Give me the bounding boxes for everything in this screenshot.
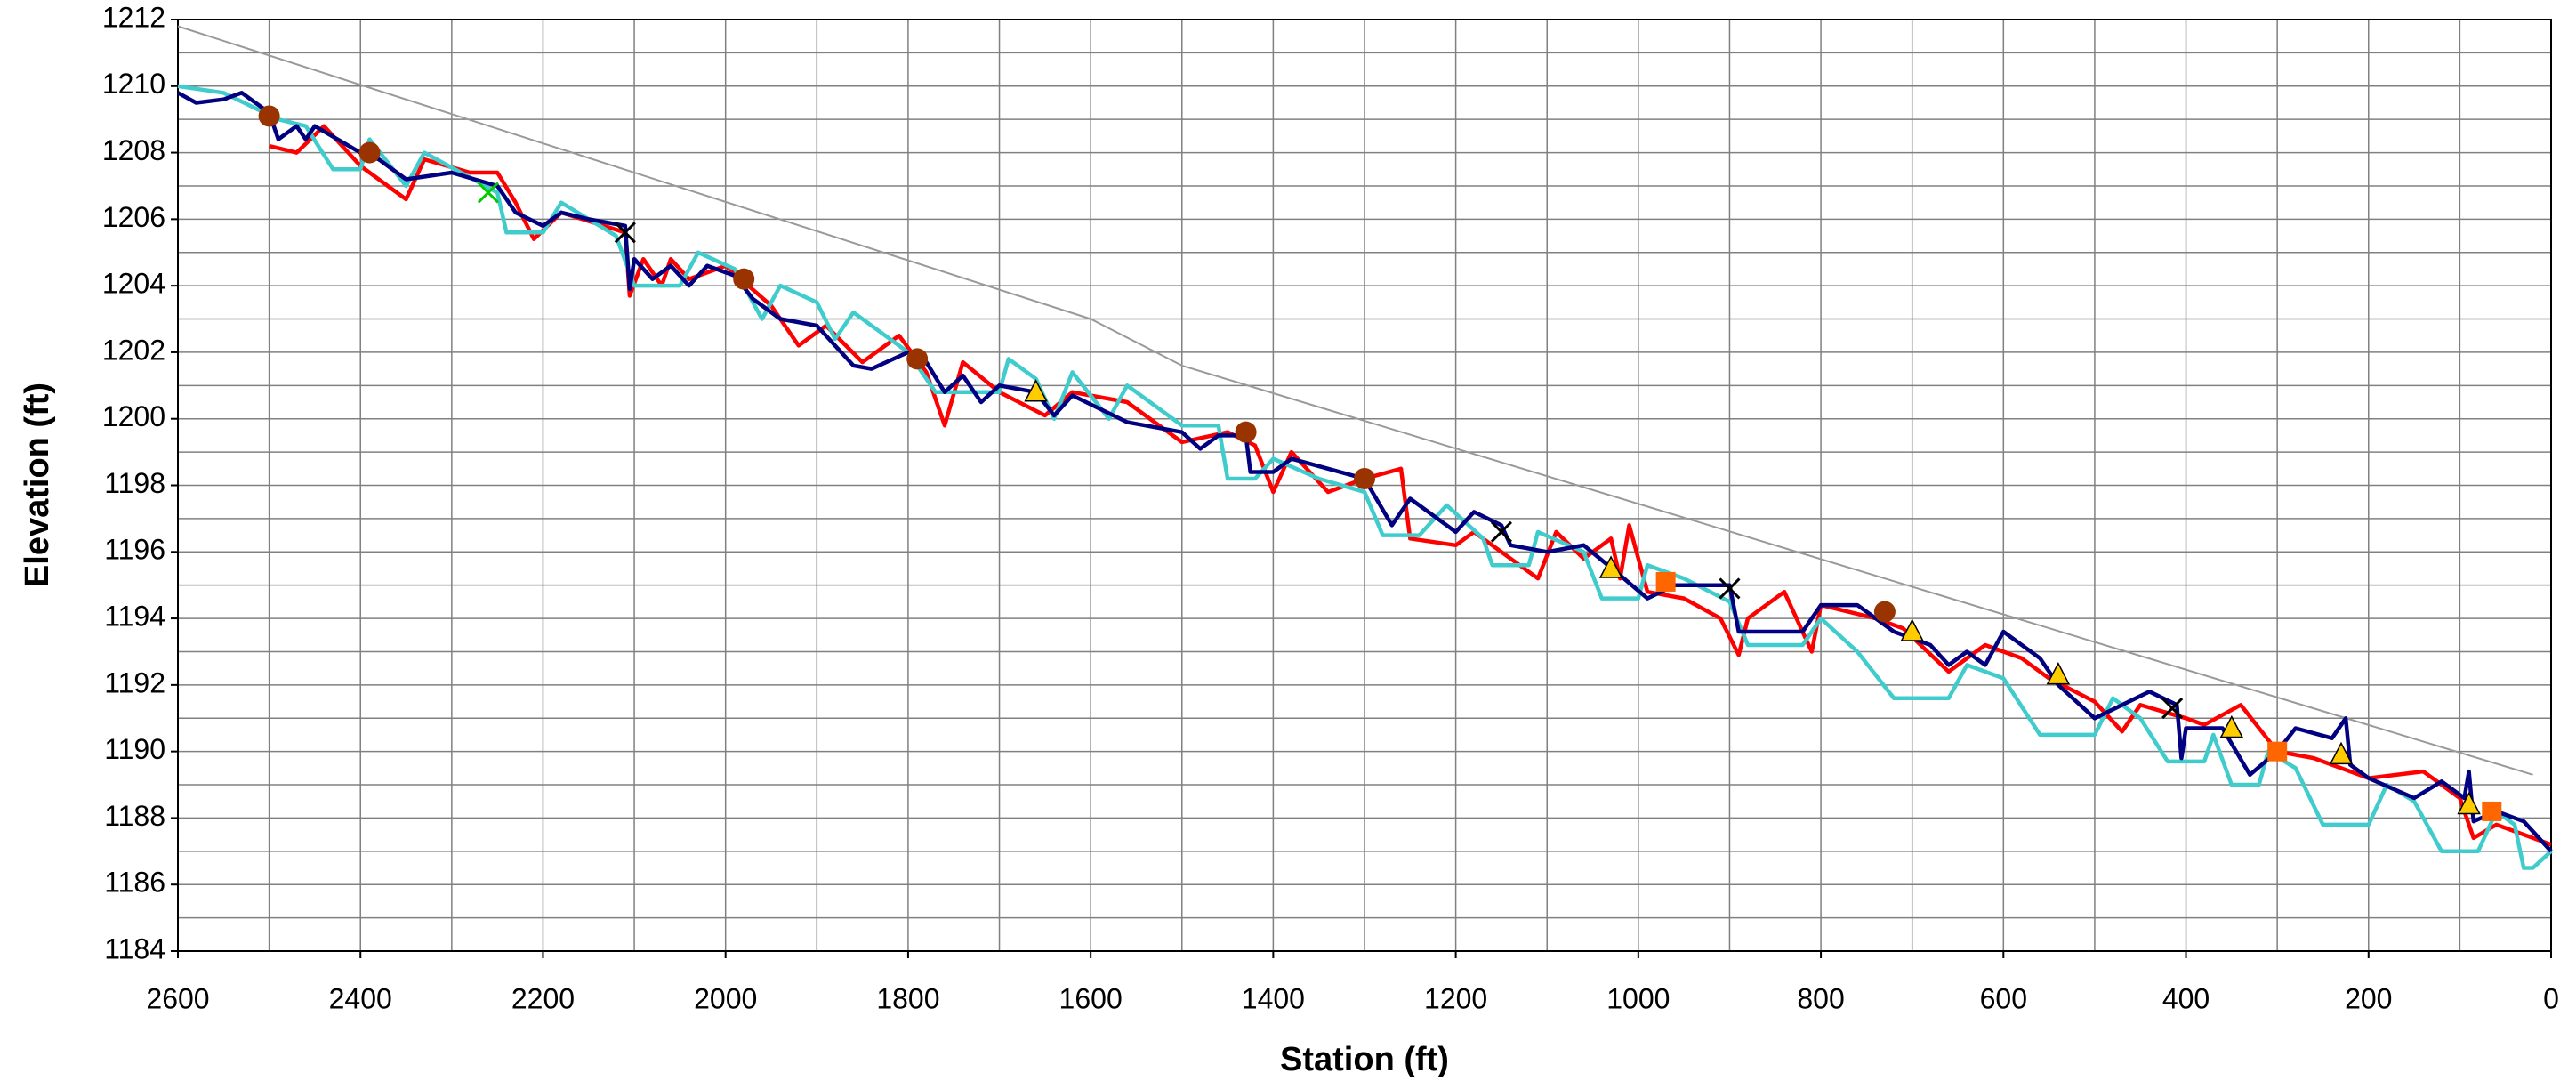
y-tick-label: 1206 — [102, 201, 165, 233]
y-tick-label: 1204 — [102, 268, 165, 300]
x-tick-label: 1200 — [1424, 982, 1487, 1014]
marker — [2457, 791, 2481, 815]
marker — [733, 268, 755, 290]
marker — [258, 105, 280, 127]
x-tick-label: 0 — [2543, 982, 2559, 1014]
x-tick-label: 2000 — [694, 982, 757, 1014]
y-tick-label: 1202 — [102, 334, 165, 366]
marker — [2046, 662, 2071, 685]
x-tick-label: 600 — [1980, 982, 2027, 1014]
marker — [1719, 577, 1741, 600]
y-tick-label: 1196 — [104, 534, 165, 566]
y-tick-label: 1188 — [104, 800, 165, 832]
x-tick-label: 400 — [2162, 982, 2210, 1014]
series-line — [177, 84, 2553, 870]
y-tick-label: 1194 — [104, 601, 165, 633]
x-tick-label: 1800 — [876, 982, 939, 1014]
y-tick-label: 1192 — [104, 666, 165, 698]
marker — [614, 222, 636, 244]
marker — [2329, 741, 2354, 765]
marker — [1900, 618, 1924, 641]
marker — [1873, 601, 1896, 623]
y-tick-label: 1190 — [104, 733, 165, 765]
y-tick-label: 1200 — [102, 400, 165, 432]
marker — [477, 182, 499, 204]
y-tick-label: 1198 — [104, 467, 165, 499]
y-tick-label: 1210 — [102, 68, 165, 100]
x-tick-label: 2600 — [146, 982, 209, 1014]
x-tick-label: 1400 — [1242, 982, 1305, 1014]
marker — [906, 348, 929, 370]
marker — [1235, 421, 1257, 443]
marker — [1354, 468, 1375, 490]
y-tick-label: 1184 — [104, 932, 165, 964]
marker — [1655, 571, 1676, 592]
x-tick-label: 2400 — [329, 982, 392, 1014]
y-axis-title: Elevation (ft) — [19, 383, 56, 587]
marker — [1024, 379, 1048, 402]
series-line — [177, 25, 2533, 776]
marker — [2219, 714, 2244, 738]
x-tick-label: 800 — [1797, 982, 1844, 1014]
x-tick-label: 200 — [2345, 982, 2392, 1014]
y-tick-label: 1186 — [104, 867, 165, 899]
x-axis-title: Station (ft) — [1280, 1041, 1449, 1078]
x-tick-label: 2200 — [511, 982, 575, 1014]
marker — [2161, 697, 2184, 720]
marker — [2482, 801, 2502, 821]
x-tick-label: 1600 — [1059, 982, 1123, 1014]
x-tick-label: 1000 — [1606, 982, 1670, 1014]
y-tick-label: 1212 — [102, 1, 165, 33]
marker — [358, 141, 381, 164]
marker — [1490, 520, 1512, 543]
marker — [1598, 555, 1623, 578]
series-line — [176, 91, 2553, 853]
marker — [2267, 741, 2288, 762]
y-tick-label: 1208 — [102, 134, 165, 166]
